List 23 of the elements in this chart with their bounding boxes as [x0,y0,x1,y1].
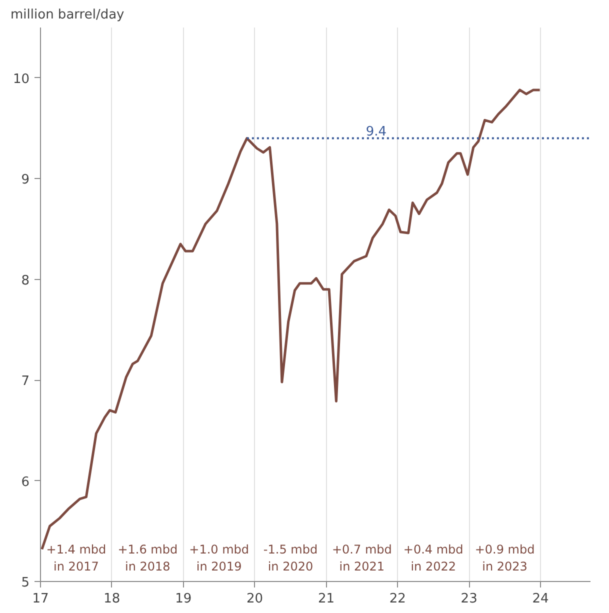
annotation: +1.0 mbd in 2019 [189,542,250,574]
x-tick-label: 24 [532,592,549,606]
annotation: +0.7 mbd in 2021 [332,542,392,574]
y-tick-label: 6 [21,474,30,490]
y-tick-label: 5 [21,576,30,590]
x-tick-label: 20 [246,592,264,606]
x-tick-label: 23 [460,592,478,606]
x-tick-label: 19 [175,592,192,606]
annotation: +0.4 mbd in 2022 [403,542,464,574]
x-tick-label: 18 [104,592,120,606]
annotation: -1.5 mbd in 2020 [263,542,318,574]
annotation: +1.4 mbd in 2017 [46,542,106,574]
x-tick-label: 21 [318,592,334,606]
annotation: +0.9 mbd in 2023 [474,542,535,574]
y-tick-label: 9 [21,172,30,188]
x-tick-label: 17 [32,592,49,606]
y-tick-label: 8 [21,273,30,288]
y-axis-title: million barrel/day [10,8,125,22]
y-tick-label: 10 [12,72,30,87]
annotation: +1.6 mbd in 2018 [118,542,178,574]
annotation: 9.4 [366,124,387,140]
x-tick-label: 22 [389,592,406,606]
y-tick-label: 7 [21,374,30,390]
